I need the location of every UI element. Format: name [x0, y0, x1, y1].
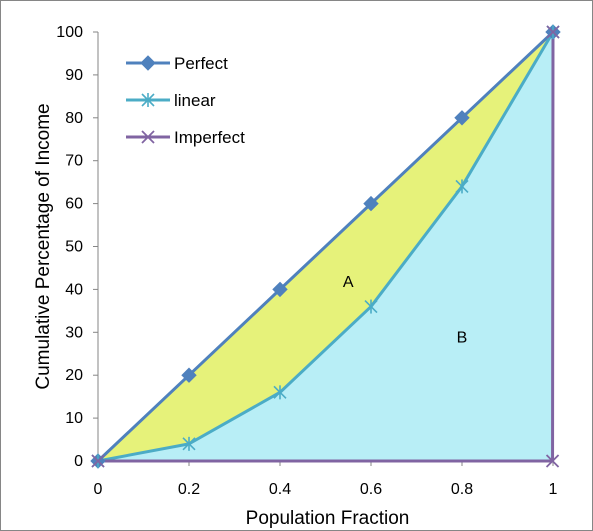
- legend-label: linear: [174, 91, 216, 110]
- data-point-imperfect: [91, 454, 105, 468]
- data-point-linear: [364, 299, 378, 314]
- y-axis-title: Cumulative Percentage of Income: [33, 103, 54, 389]
- data-point-linear: [182, 436, 196, 451]
- markers-layer: [90, 24, 561, 469]
- region-labels-layer: AB: [343, 274, 467, 347]
- y-tick-label: 70: [65, 153, 83, 170]
- y-tick-label: 10: [65, 410, 83, 427]
- legend-swatch-marker: [140, 55, 156, 71]
- y-tick-label: 20: [65, 367, 83, 384]
- legend: Perfect linear Imperfect: [126, 54, 245, 147]
- legend-item-perfect: Perfect: [126, 54, 228, 73]
- legend-swatch-marker: [141, 93, 155, 107]
- legend-item-imperfect: Imperfect: [126, 128, 245, 147]
- data-point-imperfect: [546, 25, 560, 39]
- legend-item-linear: linear: [126, 91, 216, 110]
- y-tick-label: 40: [65, 281, 83, 298]
- y-tick-label: 90: [65, 67, 83, 84]
- y-tick-label: 80: [65, 110, 83, 127]
- x-tick-label: 0.6: [360, 481, 382, 498]
- x-tick-label: 0.4: [269, 481, 291, 498]
- x-tick-label: 0.8: [451, 481, 473, 498]
- series-line-linear: [97, 31, 555, 463]
- region-label-a: A: [343, 274, 354, 291]
- data-point-perfect: [454, 110, 470, 126]
- data-point-linear: [455, 179, 469, 194]
- y-tick-label: 50: [65, 239, 83, 256]
- data-point-perfect: [272, 281, 288, 298]
- data-point-imperfect: [545, 454, 560, 468]
- x-tick-label: 0.2: [178, 481, 200, 498]
- y-tick-label: 30: [65, 324, 83, 341]
- y-tick-label: 60: [65, 196, 83, 213]
- x-tick-label: 1: [549, 481, 558, 498]
- legend-label: Perfect: [174, 54, 228, 73]
- data-point-perfect: [181, 367, 197, 383]
- series-line-perfect: [96, 30, 555, 463]
- y-tick-label: 100: [56, 24, 83, 41]
- x-axis-title: Population Fraction: [246, 508, 410, 529]
- legend-label: Imperfect: [174, 128, 245, 147]
- x-tick-label: 0: [94, 481, 103, 498]
- axis-titles-layer: Population Fraction Cumulative Percentage…: [33, 103, 409, 529]
- region-label-b: B: [457, 330, 468, 347]
- region-b-area: [98, 32, 553, 461]
- y-tick-label: 0: [74, 453, 83, 470]
- tick-labels-layer: 0 10 20 30 40 50 60 70 80 90 100 0 0.2 0.4 0.6 0.8 1: [56, 24, 557, 498]
- data-point-linear: [273, 385, 287, 400]
- legend-swatch-marker: [141, 130, 155, 144]
- data-point-perfect: [363, 195, 379, 212]
